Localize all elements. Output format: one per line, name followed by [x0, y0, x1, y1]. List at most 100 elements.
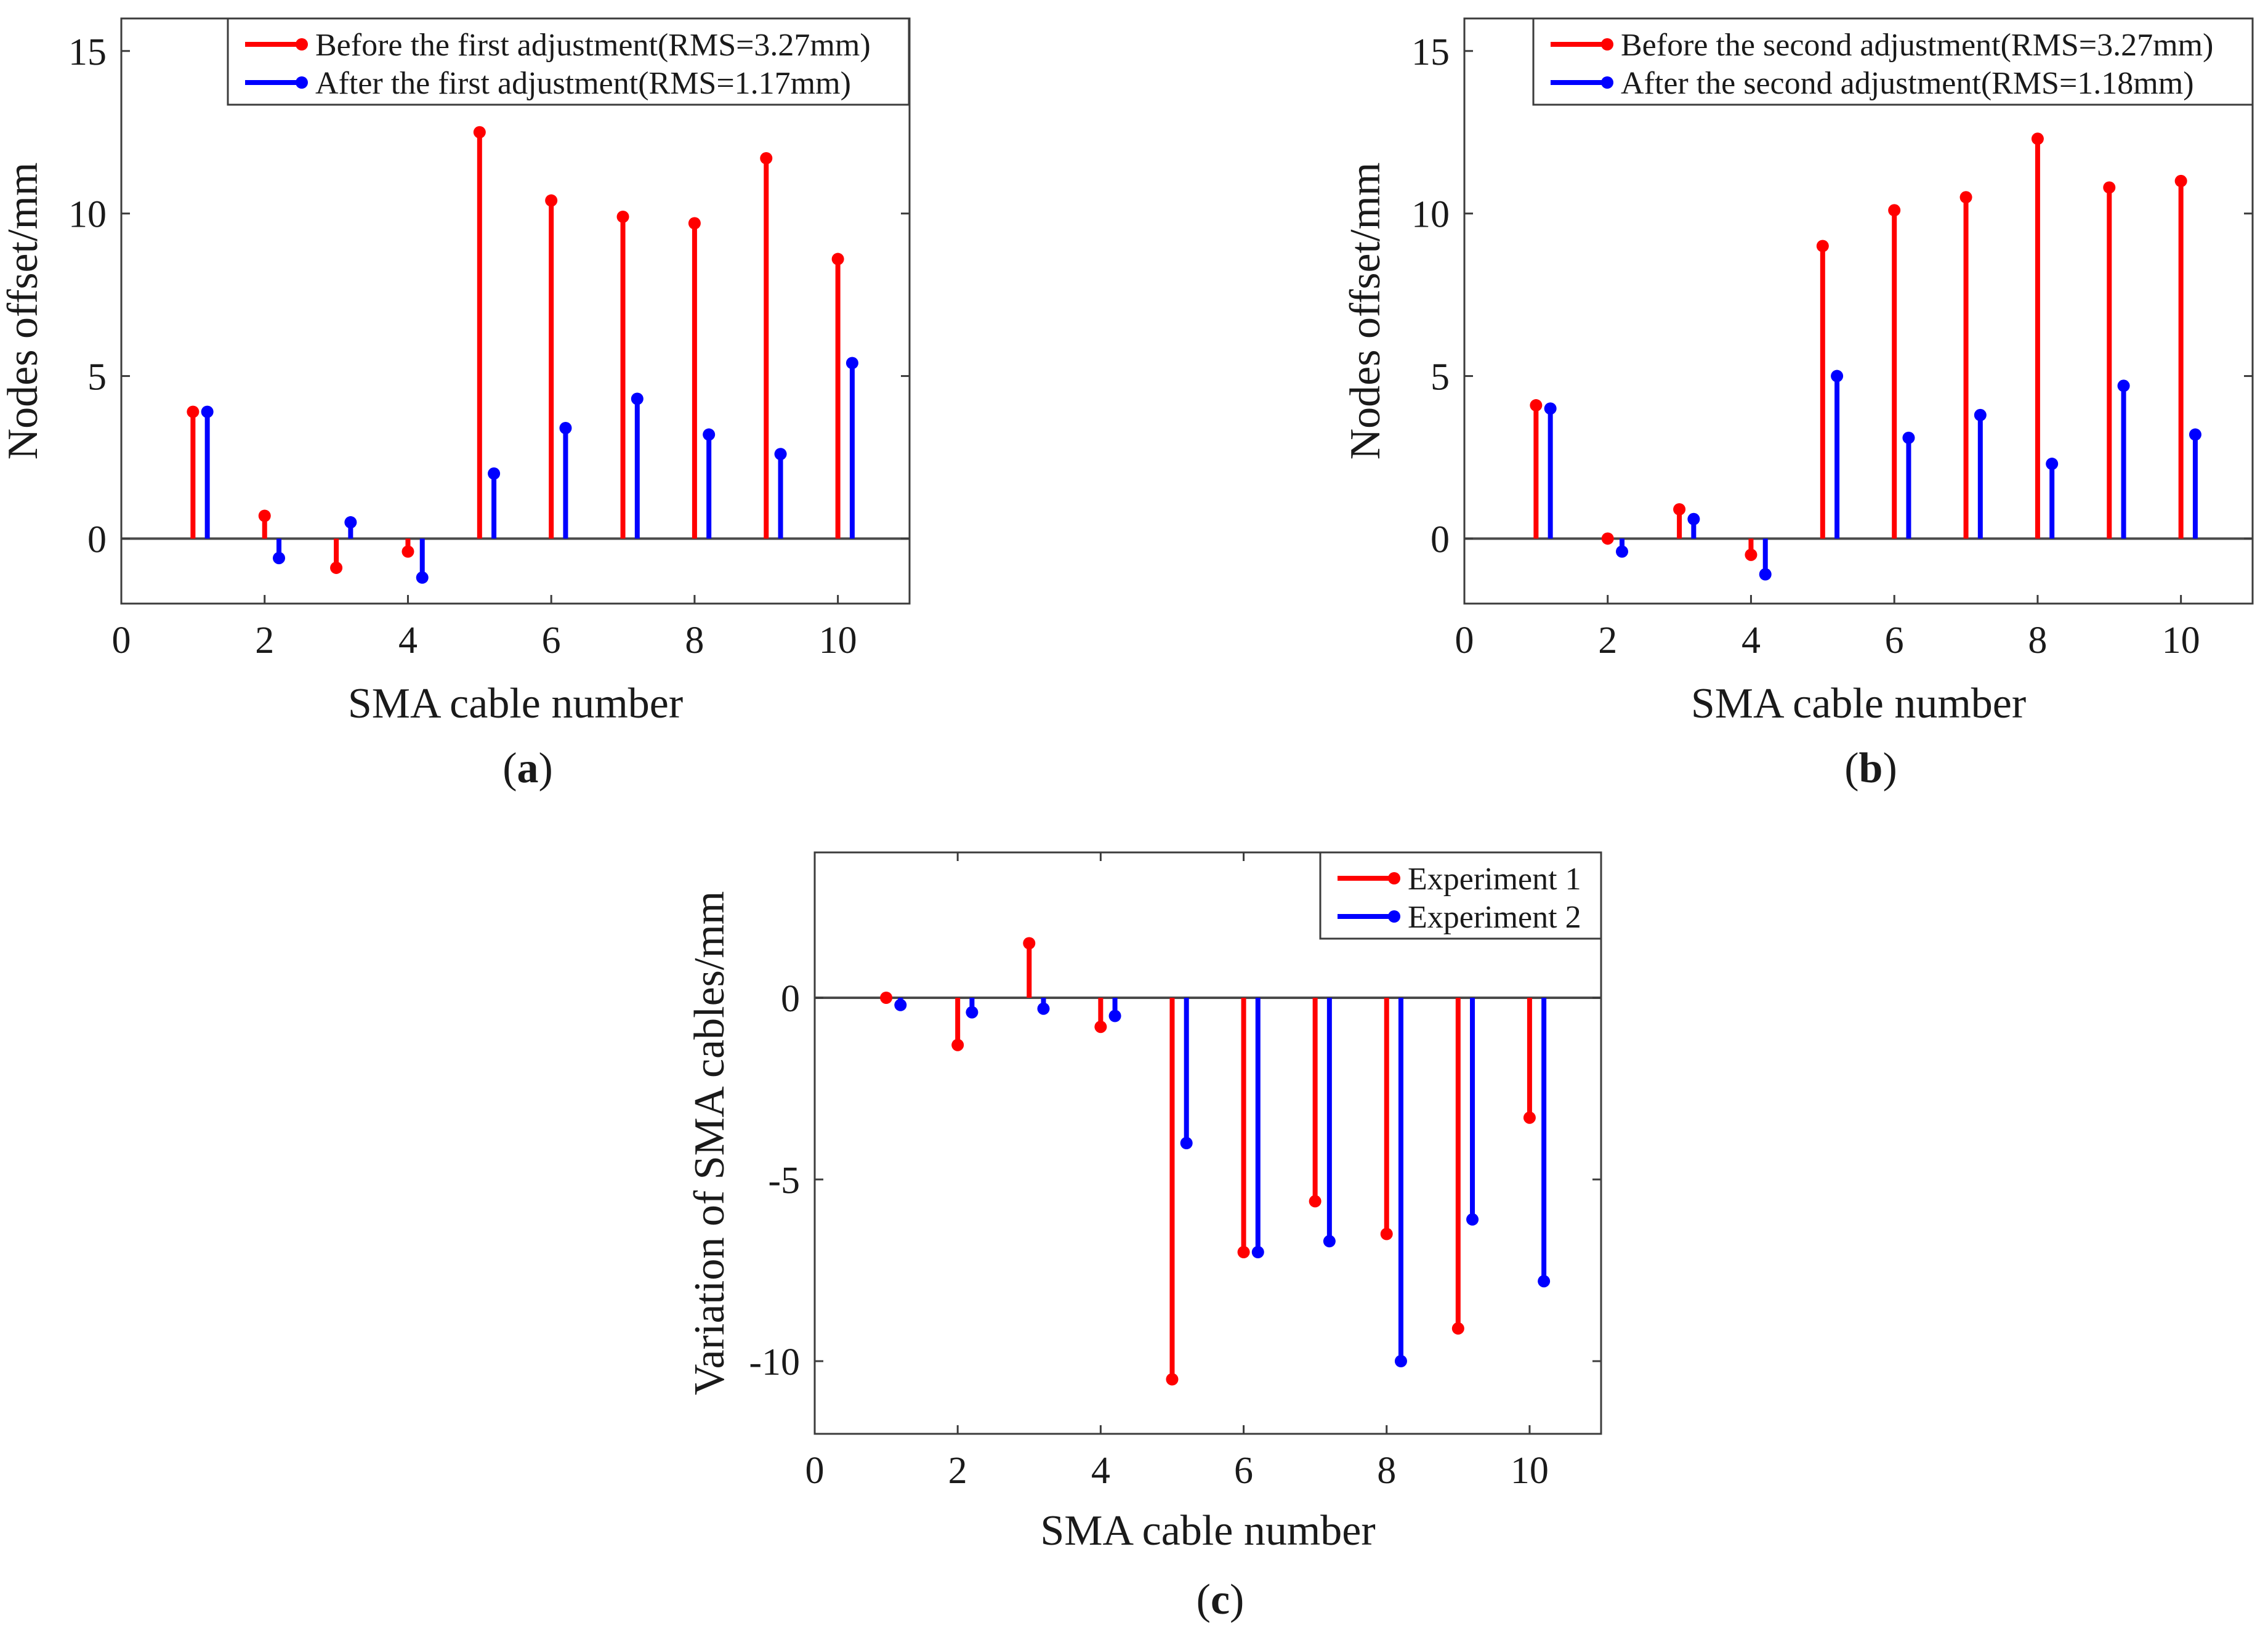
- x-tick-label: 0: [1455, 620, 1474, 661]
- y-tick-label: -10: [749, 1341, 800, 1383]
- stem-marker-s1: [1523, 1111, 1536, 1124]
- y-tick-label: 0: [781, 978, 800, 1020]
- legend-swatch-marker: [1601, 38, 1613, 51]
- y-tick-label: 5: [87, 357, 107, 398]
- stem-marker-s2: [1394, 1355, 1407, 1367]
- y-tick-label: 10: [68, 194, 107, 236]
- panel-label: (b): [1844, 745, 1897, 792]
- legend-label: After the first adjustment(RMS=1.17mm): [315, 66, 851, 101]
- x-tick-label: 6: [1885, 620, 1904, 661]
- stem-marker-s1: [1959, 191, 1972, 204]
- stem-marker-s2: [845, 357, 858, 370]
- stem-marker-s1: [1023, 937, 1036, 950]
- y-tick-label: 15: [68, 31, 107, 73]
- stem-marker-s1: [1530, 399, 1543, 412]
- stem-marker-s2: [2189, 428, 2201, 441]
- chart-panel-a: 0 2 4 6 8 10 0 5 10 15 Before the first adjustment…: [0, 17, 911, 792]
- stem-marker-s1: [330, 561, 343, 574]
- stem-marker-s1: [880, 992, 893, 1004]
- x-tick-label: 10: [1511, 1450, 1549, 1492]
- stem-marker-s1: [1237, 1246, 1250, 1258]
- stem-marker-s2: [631, 392, 644, 405]
- stem-marker-s2: [1251, 1246, 1264, 1258]
- stem-marker-s2: [1759, 568, 1772, 581]
- stem-marker-s2: [1544, 402, 1557, 415]
- stem-marker-s1: [1816, 240, 1829, 253]
- x-tick-label: 2: [255, 620, 274, 661]
- stem-marker-s1: [1309, 1195, 1322, 1208]
- legend-swatch-marker: [1601, 76, 1613, 89]
- legend-swatch-marker: [1388, 910, 1400, 923]
- legend-swatch-marker: [1388, 872, 1400, 884]
- legend-box: [1319, 851, 1602, 940]
- stem-marker-s1: [1745, 548, 1757, 561]
- legend-swatch-marker: [296, 38, 308, 51]
- stem-marker-s1: [2103, 181, 2116, 194]
- y-tick-label: 0: [87, 519, 107, 560]
- y-tick-label: -5: [768, 1160, 800, 1202]
- stem-marker-s1: [1094, 1021, 1107, 1033]
- y-axis-title: Nodes offset/mm: [0, 163, 47, 460]
- x-tick-label: 4: [1741, 620, 1761, 661]
- y-axis-title: Variation of SMA cables/mm: [686, 891, 733, 1396]
- stem-marker-s1: [1166, 1373, 1179, 1386]
- stem-marker-s2: [2046, 458, 2059, 471]
- stem-marker-s1: [473, 126, 486, 139]
- stem-marker-s2: [1831, 370, 1844, 382]
- stem-marker-s1: [2031, 132, 2044, 145]
- stem-marker-s2: [703, 428, 716, 441]
- stem-marker-s2: [416, 571, 429, 584]
- stem-marker-s2: [1108, 1009, 1121, 1022]
- stem-marker-s2: [1180, 1137, 1193, 1149]
- y-tick-label: 5: [1431, 357, 1450, 398]
- plot-frame: [120, 17, 911, 605]
- stem-marker-s2: [344, 516, 357, 529]
- x-tick-label: 6: [542, 620, 561, 661]
- x-tick-label: 10: [819, 620, 857, 661]
- stem-marker-s2: [1466, 1213, 1479, 1226]
- x-tick-label: 0: [805, 1450, 825, 1492]
- stem-marker-s2: [1616, 545, 1628, 558]
- x-tick-label: 2: [1598, 620, 1617, 661]
- panel-label: (c): [1197, 1576, 1245, 1624]
- stem-marker-s2: [966, 1006, 979, 1019]
- stem-marker-s2: [1538, 1275, 1551, 1288]
- stem-marker-s2: [201, 405, 214, 418]
- y-tick-label: 0: [1431, 519, 1450, 560]
- stem-marker-s1: [258, 509, 271, 522]
- x-tick-label: 0: [112, 620, 131, 661]
- stem-marker-s2: [488, 467, 501, 480]
- stem-marker-s1: [1451, 1322, 1464, 1335]
- y-tick-label: 15: [1411, 31, 1450, 73]
- stem-marker-s1: [831, 253, 844, 265]
- legend-swatch-marker: [296, 76, 308, 89]
- stem-marker-s1: [760, 152, 773, 164]
- stem-marker-s1: [187, 405, 200, 418]
- stem-marker-s1: [2174, 174, 2187, 187]
- plot-frame: [1463, 17, 2254, 605]
- stem-marker-s2: [1323, 1235, 1336, 1248]
- legend-label: Before the first adjustment(RMS=3.27mm): [315, 28, 871, 63]
- x-tick-label: 8: [685, 620, 704, 661]
- legend: Before the first adjustment(RMS=3.27mm)A…: [227, 17, 910, 106]
- x-tick-label: 6: [1234, 1450, 1253, 1492]
- x-tick-label: 8: [2028, 620, 2047, 661]
- legend-box: [1532, 17, 2254, 106]
- legend-label: Experiment 1: [1408, 862, 1581, 897]
- legend-label: Experiment 2: [1408, 900, 1581, 935]
- stem-marker-s1: [951, 1038, 964, 1051]
- stem-marker-s1: [1673, 503, 1686, 516]
- stem-marker-s2: [774, 448, 787, 461]
- legend: Before the second adjustment(RMS=3.27mm)…: [1532, 17, 2254, 106]
- stem-marker-s1: [1380, 1228, 1393, 1240]
- x-axis-title: SMA cable number: [1040, 1507, 1375, 1555]
- stem-marker-s2: [1974, 408, 1987, 421]
- stem-marker-s2: [1687, 512, 1700, 525]
- stem-marker-s2: [1902, 431, 1915, 444]
- chart-panel-b: 0 2 4 6 8 10 0 5 10 15 Before the second adjustmen…: [1342, 17, 2254, 792]
- x-tick-label: 2: [948, 1450, 967, 1492]
- legend-label: After the second adjustment(RMS=1.18mm): [1621, 66, 2194, 101]
